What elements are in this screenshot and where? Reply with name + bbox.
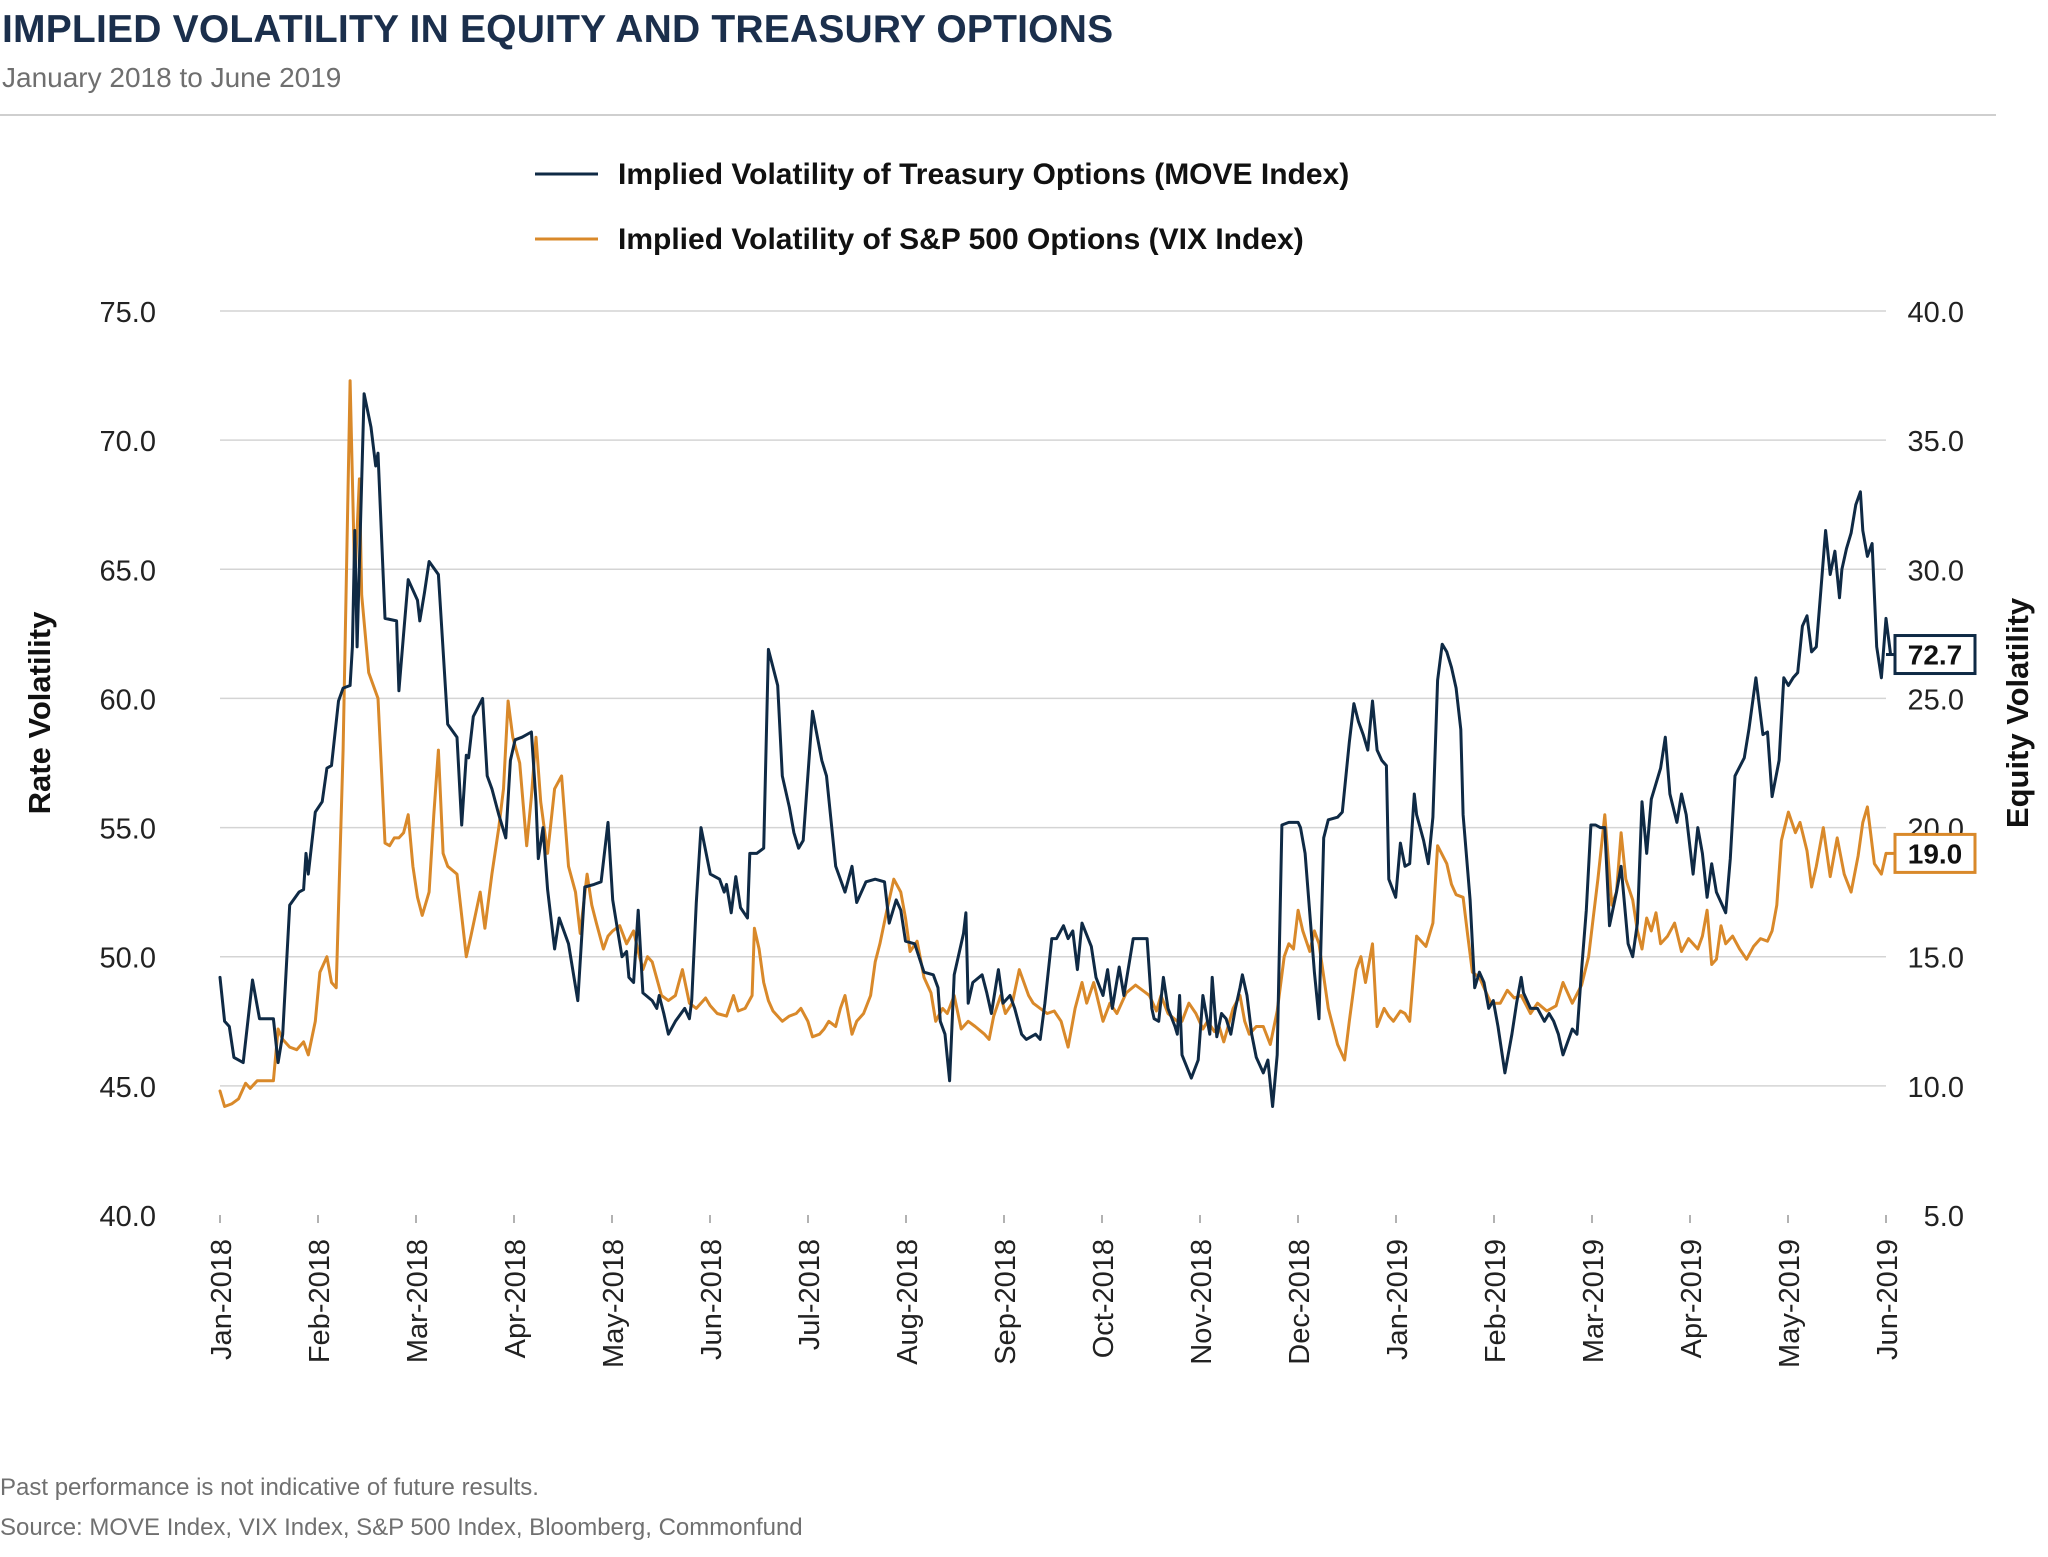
gridlines — [220, 310, 1886, 1087]
end-label-box — [1893, 634, 1977, 676]
x-tick-label: Feb-2019 — [1480, 1239, 1512, 1363]
left-tick-label: 40.0 — [100, 1201, 156, 1233]
left-axis-ticks: 75.0 70.0 65.0 60.0 55.0 50.0 45.0 40.0 — [100, 297, 156, 1233]
x-tick-label: Aug-2018 — [892, 1239, 924, 1365]
left-tick-label: 60.0 — [100, 684, 156, 716]
right-tick-label: 15.0 — [1908, 943, 1964, 975]
left-tick-label: 70.0 — [100, 426, 156, 458]
x-tick-label: Nov-2018 — [1186, 1239, 1218, 1365]
x-tick-label: Jan-2018 — [206, 1239, 238, 1360]
move-end-value: 72.7 — [1908, 640, 1963, 671]
series-layer — [218, 379, 1893, 1108]
left-tick-label: 45.0 — [100, 1072, 156, 1104]
end-value-labels: 72.7 19.0 — [1886, 634, 1977, 874]
left-tick-label: 65.0 — [100, 555, 156, 587]
x-tick-label: May-2019 — [1774, 1239, 1806, 1368]
right-axis-label: Equity Volatility — [2000, 597, 2035, 828]
x-tick-label: Mar-2019 — [1578, 1239, 1610, 1363]
x-tick-label: Jun-2018 — [696, 1239, 728, 1360]
right-tick-label: 5.0 — [1924, 1201, 1964, 1233]
x-tick-label: Jul-2018 — [794, 1239, 826, 1350]
x-tick-label: Sep-2018 — [990, 1239, 1022, 1365]
x-tick-label: Jan-2019 — [1382, 1239, 1414, 1360]
x-tick-label: May-2018 — [598, 1239, 630, 1368]
end-label-box — [1893, 832, 1977, 874]
vix-end-value: 19.0 — [1908, 838, 1963, 869]
move-index-line — [218, 392, 1893, 1108]
header-divider — [0, 114, 1996, 116]
x-tick-label: Dec-2018 — [1284, 1239, 1316, 1365]
legend-label: Implied Volatility of Treasury Options (… — [618, 158, 1349, 191]
right-axis-ticks: 40.035.030.025.020.015.010.05.0 — [1908, 297, 1964, 1233]
x-tick-label: Jun-2019 — [1872, 1239, 1904, 1360]
x-tick-label: Apr-2018 — [500, 1239, 532, 1358]
x-tick-label: Mar-2018 — [402, 1239, 434, 1363]
source-note: Source: MOVE Index, VIX Index, S&P 500 I… — [0, 1514, 803, 1541]
right-tick-label: 10.0 — [1908, 1072, 1964, 1104]
x-tick-label: Oct-2018 — [1088, 1239, 1120, 1358]
chart-subtitle: January 2018 to June 2019 — [2, 62, 342, 93]
disclaimer-note: Past performance is not indicative of fu… — [0, 1474, 539, 1501]
left-tick-label: 55.0 — [100, 814, 156, 846]
legend: Implied Volatility of Treasury Options (… — [535, 158, 1349, 256]
legend-label: Implied Volatility of S&P 500 Options (V… — [618, 223, 1304, 256]
chart-title: IMPLIED VOLATILITY IN EQUITY AND TREASUR… — [2, 8, 1114, 51]
left-axis-label: Rate Volatility — [22, 611, 57, 814]
x-tick-label: Feb-2018 — [304, 1239, 336, 1363]
right-tick-label: 35.0 — [1908, 426, 1964, 458]
left-tick-label: 50.0 — [100, 943, 156, 975]
left-tick-label: 75.0 — [100, 297, 156, 329]
right-tick-label: 25.0 — [1908, 684, 1964, 716]
x-axis-ticks: Jan-2018 Feb-2018 Mar-2018 Apr-2018 May-2018… — [206, 1215, 1904, 1368]
x-tick-label: Apr-2019 — [1676, 1239, 1708, 1358]
vix-index-line — [218, 379, 1888, 1108]
right-tick-label: 30.0 — [1908, 555, 1964, 587]
right-tick-label: 40.0 — [1908, 297, 1964, 329]
